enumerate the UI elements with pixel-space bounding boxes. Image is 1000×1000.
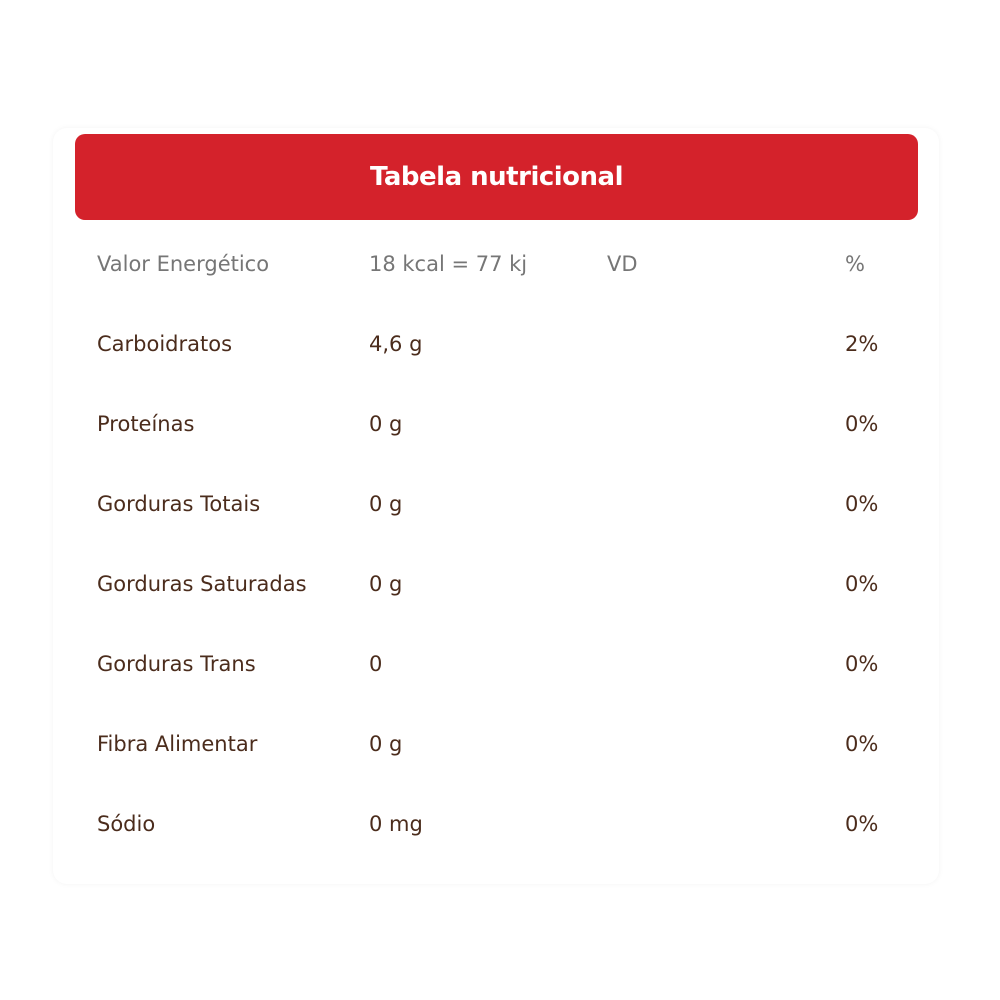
nutrient-name: Proteínas xyxy=(97,412,195,436)
nutrient-name: Gorduras Totais xyxy=(97,492,261,516)
energy-row: Valor Energético 18 kcal = 77 kj VD % xyxy=(0,244,1000,284)
table-title: Tabela nutricional xyxy=(369,162,624,192)
energy-label: Valor Energético xyxy=(97,252,270,276)
nutrition-card xyxy=(53,128,939,884)
nutrient-row: Sódio 0 mg 0% xyxy=(0,804,1000,844)
nutrient-name: Gorduras Saturadas xyxy=(97,572,307,596)
nutrient-amount: 0 g xyxy=(369,412,403,436)
table-header: Tabela nutricional xyxy=(75,134,918,220)
nutrient-amount: 0 g xyxy=(369,732,403,756)
vd-header: VD xyxy=(607,252,638,276)
nutrient-percent: 0% xyxy=(845,732,879,756)
nutrient-percent: 0% xyxy=(845,572,879,596)
nutrient-row: Gorduras Totais 0 g 0% xyxy=(0,484,1000,524)
nutrient-percent: 0% xyxy=(845,652,879,676)
nutrient-amount: 0 xyxy=(369,652,383,676)
nutrient-row: Fibra Alimentar 0 g 0% xyxy=(0,724,1000,764)
nutrient-name: Gorduras Trans xyxy=(97,652,256,676)
nutrient-percent: 0% xyxy=(845,812,879,836)
energy-value: 18 kcal = 77 kj xyxy=(369,252,528,276)
nutrient-row: Proteínas 0 g 0% xyxy=(0,404,1000,444)
nutrient-percent: 0% xyxy=(845,412,879,436)
nutrient-amount: 0 g xyxy=(369,572,403,596)
percent-header: % xyxy=(845,252,865,276)
nutrient-amount: 0 g xyxy=(369,492,403,516)
nutrient-row: Carboidratos 4,6 g 2% xyxy=(0,324,1000,364)
nutrient-row: Gorduras Saturadas 0 g 0% xyxy=(0,564,1000,604)
nutrient-percent: 2% xyxy=(845,332,879,356)
nutrient-name: Fibra Alimentar xyxy=(97,732,258,756)
nutrient-percent: 0% xyxy=(845,492,879,516)
nutrient-amount: 0 mg xyxy=(369,812,423,836)
nutrient-name: Sódio xyxy=(97,812,156,836)
nutrient-name: Carboidratos xyxy=(97,332,233,356)
nutrient-amount: 4,6 g xyxy=(369,332,423,356)
nutrient-row: Gorduras Trans 0 0% xyxy=(0,644,1000,684)
